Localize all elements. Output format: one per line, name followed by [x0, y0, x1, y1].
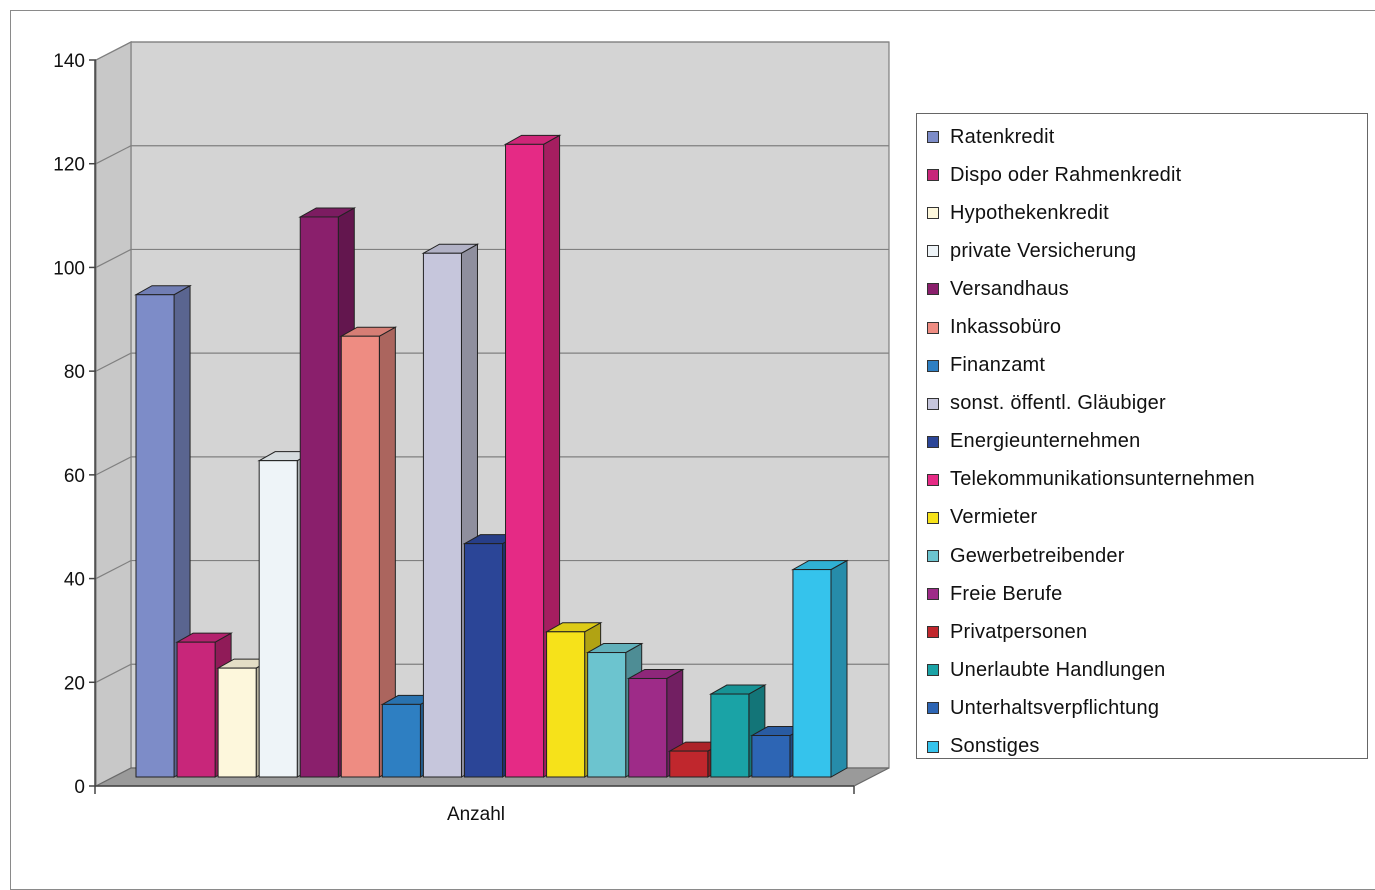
bars: [134, 134, 849, 778]
legend-label: Unterhaltsverpflichtung: [950, 696, 1160, 719]
gridline-side: [95, 352, 132, 372]
bar-front: [546, 631, 586, 778]
legend-label: Versandhaus: [950, 277, 1069, 300]
legend-label: Gewerbetreibender: [950, 544, 1125, 567]
legend-label: Sonstiges: [950, 735, 1040, 758]
legend-swatch: [927, 131, 939, 144]
legend-swatch: [927, 550, 939, 563]
legend-item: Versandhaus: [927, 270, 1367, 308]
legend-swatch: [927, 359, 939, 372]
bar-front: [463, 543, 504, 778]
bar-front: [381, 703, 421, 778]
legend-label: Inkassobüro: [950, 316, 1062, 339]
legend-item: Energieunternehmen: [927, 423, 1367, 461]
gridline-side: [95, 663, 132, 683]
bar-front: [751, 735, 791, 778]
y-tick-label: 140: [53, 51, 85, 72]
gridline-side: [95, 145, 132, 165]
legend-label: Freie Berufe: [950, 582, 1063, 605]
bar-front: [669, 750, 709, 778]
y-tick-label: 0: [74, 777, 85, 798]
gridline-side: [95, 560, 132, 580]
legend-swatch: [927, 740, 939, 753]
legend-item: Finanzamt: [927, 347, 1367, 385]
legend-swatch: [927, 664, 939, 677]
x-axis: Anzahl: [447, 804, 505, 825]
legend-item: sonst. öffentl. Gläubiger: [927, 385, 1367, 423]
legend-swatch: [927, 511, 939, 524]
bar-front: [299, 216, 339, 778]
bar-front: [135, 294, 175, 778]
legend-item: private Versicherung: [927, 232, 1367, 270]
legend-label: Hypothekenkredit: [950, 201, 1109, 224]
legend-swatch: [927, 473, 939, 486]
legend-swatch: [927, 397, 939, 410]
legend-item: Dispo oder Rahmenkredit: [927, 156, 1367, 194]
legend-label: Dispo oder Rahmenkredit: [950, 163, 1182, 186]
x-category-label: Anzahl: [447, 804, 505, 825]
y-tick-label: 40: [64, 570, 85, 591]
bar-front: [628, 677, 668, 778]
legend-item: Privatpersonen: [927, 613, 1367, 651]
legend-label: Finanzamt: [950, 354, 1046, 377]
y-tick-label: 20: [64, 673, 85, 694]
bar-front: [217, 667, 257, 778]
bar-front: [258, 460, 298, 778]
y-tick-label: 60: [64, 466, 85, 487]
legend-swatch: [927, 321, 939, 334]
legend: Ratenkredit Dispo oder Rahmenkredit Hypoth…: [916, 113, 1368, 759]
y-axis: 0 20 40 60 80 100 120 140: [53, 51, 855, 798]
bar-front: [587, 652, 627, 778]
legend-swatch: [927, 245, 939, 258]
side-wall: [95, 41, 132, 787]
y-tick-label: 80: [64, 362, 85, 383]
legend-label: private Versicherung: [950, 239, 1137, 262]
bar-1: [134, 284, 192, 778]
y-tick-label: 100: [53, 258, 85, 279]
legend-swatch: [927, 435, 939, 448]
legend-item: Vermieter: [927, 499, 1367, 537]
legend-label: Energieunternehmen: [950, 430, 1141, 453]
legend-item: Unerlaubte Handlungen: [927, 651, 1367, 689]
gridline-side: [95, 41, 132, 61]
legend-label: Unerlaubte Handlungen: [950, 658, 1166, 681]
bar-front: [792, 569, 832, 778]
bar-front: [422, 252, 462, 778]
legend-swatch: [927, 588, 939, 601]
legend-item: Inkassobüro: [927, 308, 1367, 346]
legend-swatch: [927, 626, 939, 639]
legend-item: Unterhaltsverpflichtung: [927, 689, 1367, 727]
bar-17: [791, 559, 849, 778]
bar-front: [176, 641, 216, 778]
legend-item: Ratenkredit: [927, 118, 1367, 156]
legend-item: Hypothekenkredit: [927, 194, 1367, 232]
legend-swatch: [927, 283, 939, 296]
bar-front: [340, 335, 380, 778]
legend-item: Telekommunikationsunternehmen: [927, 461, 1367, 499]
legend-label: Telekommunikationsunternehmen: [950, 468, 1255, 491]
bar-front: [710, 693, 750, 778]
legend-item: Sonstiges: [927, 728, 1367, 766]
bar-front: [505, 143, 545, 778]
legend-label: Vermieter: [950, 506, 1038, 529]
bar-6: [339, 326, 398, 778]
y-tick-label: 120: [53, 155, 85, 176]
legend-item: Gewerbetreibender: [927, 537, 1367, 575]
legend-swatch: [927, 702, 939, 715]
gridline-side: [95, 456, 132, 476]
legend-item: Freie Berufe: [927, 575, 1367, 613]
bar-chart: 0 20 40 60 80 100 120 140 Anzahl: [53, 41, 890, 825]
bar-side: [830, 559, 848, 778]
gridline-side: [95, 248, 132, 268]
legend-label: sonst. öffentl. Gläubiger: [950, 392, 1166, 415]
legend-swatch: [927, 169, 939, 182]
legend-label: Privatpersonen: [950, 620, 1088, 643]
legend-label: Ratenkredit: [950, 125, 1055, 148]
legend-swatch: [927, 207, 939, 220]
